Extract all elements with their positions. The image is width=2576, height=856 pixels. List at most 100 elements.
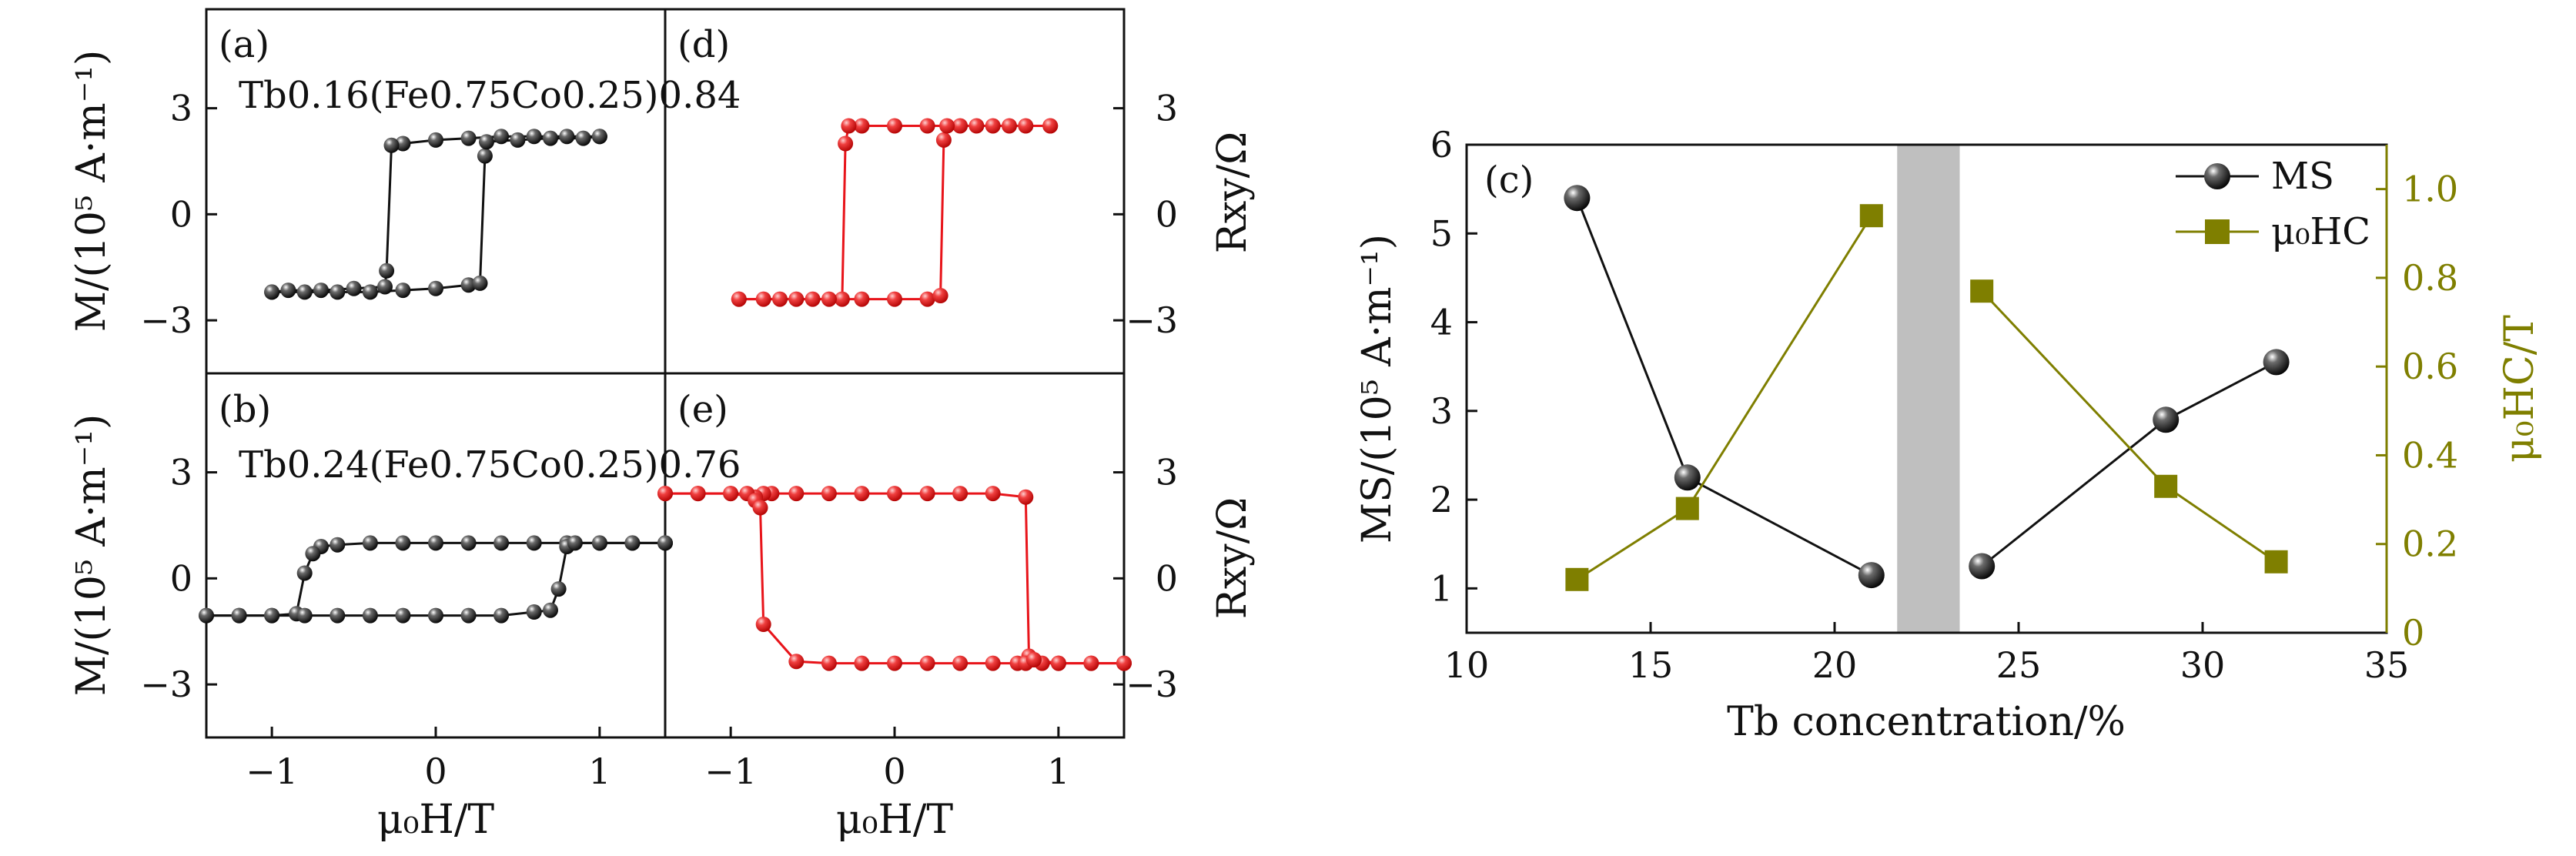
panel-b-label: (b) — [219, 388, 271, 431]
x-tick-label: −1 — [704, 751, 757, 792]
panel-a-label: (a) — [219, 23, 269, 66]
y-tick-label: 0 — [1156, 193, 1178, 235]
data-point — [330, 537, 346, 553]
data-point — [362, 607, 378, 624]
y-tick-label: −3 — [140, 664, 192, 705]
r-axis-label-top: Rxy/Ω — [1209, 132, 1256, 254]
series-ascending-line — [206, 541, 665, 617]
data-point — [805, 291, 821, 307]
panel-e-label: (e) — [677, 388, 728, 431]
y-tick-label: 0 — [170, 557, 192, 599]
data-point — [346, 280, 362, 296]
data-point — [723, 486, 739, 502]
data-point — [1025, 652, 1042, 667]
data-point — [550, 581, 567, 597]
m-axis-label-bottom: M/(10⁵ A·m⁻¹) — [69, 414, 115, 697]
data-point — [510, 132, 526, 148]
x-tick-label: 25 — [1996, 644, 2042, 686]
data-point — [479, 134, 494, 150]
data-point — [379, 262, 395, 279]
data-point — [526, 129, 542, 145]
data-point — [305, 546, 321, 562]
y-left-tick-label: 6 — [1430, 124, 1453, 166]
x-tick-label: 10 — [1444, 644, 1490, 686]
data-point — [377, 279, 393, 295]
data-point — [985, 655, 1001, 671]
panel-e-frame — [664, 372, 1126, 739]
data-point — [755, 617, 771, 632]
y-tick-label: 3 — [1156, 452, 1178, 493]
y-left-tick-label: 5 — [1430, 212, 1453, 254]
data-point — [280, 283, 296, 299]
data-point — [1116, 655, 1132, 671]
panel-a-plot: −3 0 3 — [140, 88, 607, 341]
shaded-band — [1897, 145, 1960, 633]
data-point — [395, 607, 411, 624]
concentration-panel: 10 15 20 25 30 35 1 2 3 4 5 6 0 0.2 0.4 0.6 0.8 1.0 (c) M… — [1354, 124, 2543, 745]
y-right-tick-label: 0.2 — [2402, 523, 2458, 565]
data-point — [460, 607, 477, 624]
data-point — [1018, 489, 1034, 505]
data-point — [526, 604, 542, 620]
data-point — [559, 129, 575, 145]
data-point — [657, 486, 673, 502]
legend: MS μ₀HC — [2176, 155, 2370, 253]
panel-e-plot: −3 0 3 −1 0 1 — [657, 452, 1178, 792]
series-descending-line — [665, 492, 1124, 665]
y-left-tick-label: 3 — [1430, 390, 1453, 432]
data-point — [887, 291, 902, 307]
series-ms-line — [1576, 197, 1872, 577]
data-point — [264, 284, 280, 300]
data-point — [199, 607, 214, 624]
panel-d-label: (d) — [677, 23, 730, 66]
data-point — [264, 607, 280, 624]
data-point — [985, 118, 1001, 134]
data-point — [834, 291, 850, 307]
x-tick-label: 35 — [2364, 644, 2410, 686]
series-hc-line — [1576, 215, 1873, 581]
data-point — [952, 655, 969, 671]
ms-axis-label: MS/(10⁵ A·m⁻¹) — [1354, 234, 1400, 543]
data-point — [1050, 655, 1066, 671]
data-point — [231, 607, 247, 624]
data-point — [362, 284, 378, 300]
data-point — [493, 535, 510, 551]
data-point — [428, 280, 443, 296]
ms-point — [2153, 406, 2180, 433]
series-ascending-line — [665, 492, 1124, 665]
series-descending-line — [271, 135, 600, 293]
panel-b-plot: −3 0 3 −1 0 1 — [140, 452, 673, 792]
data-point — [383, 137, 400, 153]
x-axis-label-right: μ₀H/T — [836, 797, 954, 843]
data-point — [493, 607, 510, 624]
data-point — [1018, 118, 1034, 134]
data-point — [752, 500, 768, 516]
series-ms-line — [1981, 361, 2277, 567]
panel-c-label: (c) — [1484, 159, 1534, 202]
data-point — [919, 291, 935, 307]
panel-a-frame — [205, 8, 667, 375]
x-tick-label: 15 — [1628, 644, 1674, 686]
data-point — [755, 291, 771, 307]
x-tick-label: 0 — [883, 751, 905, 792]
data-point — [477, 148, 493, 164]
data-point — [939, 118, 955, 134]
hysteresis-panels: −303 −303−1 0 1 −303 −303−1 0 1 (a) (b) (d) … — [69, 8, 1256, 843]
data-point — [1002, 118, 1017, 134]
legend-hc-marker — [2205, 219, 2230, 244]
series-hc-line — [1981, 290, 2277, 563]
data-point — [841, 118, 857, 134]
data-point — [428, 607, 443, 624]
data-point — [919, 118, 935, 134]
hc-point — [2154, 474, 2178, 498]
legend-hc-text: μ₀HC — [2271, 210, 2370, 253]
panel-b-frame — [205, 372, 667, 739]
data-point — [460, 277, 477, 293]
legend-ms-marker — [2204, 163, 2230, 189]
ms-point — [1858, 562, 1885, 589]
y-tick-label: 0 — [1156, 557, 1178, 599]
data-point — [731, 291, 747, 307]
data-point — [460, 130, 477, 146]
series-ascending-line — [738, 125, 1051, 301]
data-point — [1042, 118, 1059, 134]
